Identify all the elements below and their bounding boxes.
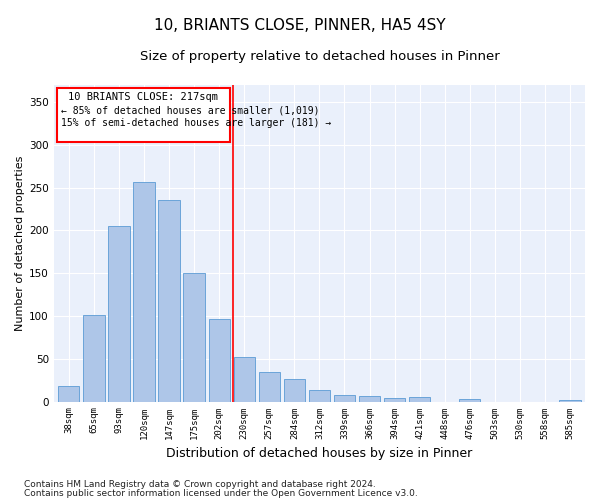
Bar [259,372,280,402]
Bar [284,380,305,402]
FancyBboxPatch shape [57,88,230,142]
X-axis label: Distribution of detached houses by size in Pinner: Distribution of detached houses by size … [166,447,473,460]
Title: Size of property relative to detached houses in Pinner: Size of property relative to detached ho… [140,50,499,63]
Bar [184,273,205,402]
Bar [409,398,430,402]
Bar [209,320,230,402]
Bar [233,357,255,402]
Text: 10 BRIANTS CLOSE: 217sqm: 10 BRIANTS CLOSE: 217sqm [68,92,218,102]
Text: 15% of semi-detached houses are larger (181) →: 15% of semi-detached houses are larger (… [61,118,331,128]
Text: ← 85% of detached houses are smaller (1,019): ← 85% of detached houses are smaller (1,… [61,106,319,116]
Text: 10, BRIANTS CLOSE, PINNER, HA5 4SY: 10, BRIANTS CLOSE, PINNER, HA5 4SY [154,18,446,32]
Bar [359,396,380,402]
Bar [108,226,130,402]
Y-axis label: Number of detached properties: Number of detached properties [15,156,25,331]
Bar [83,315,104,402]
Bar [334,394,355,402]
Bar [58,386,79,402]
Text: Contains HM Land Registry data © Crown copyright and database right 2024.: Contains HM Land Registry data © Crown c… [24,480,376,489]
Bar [309,390,330,402]
Bar [384,398,405,402]
Text: Contains public sector information licensed under the Open Government Licence v3: Contains public sector information licen… [24,488,418,498]
Bar [459,399,481,402]
Bar [559,400,581,402]
Bar [133,182,155,402]
Bar [158,200,179,402]
